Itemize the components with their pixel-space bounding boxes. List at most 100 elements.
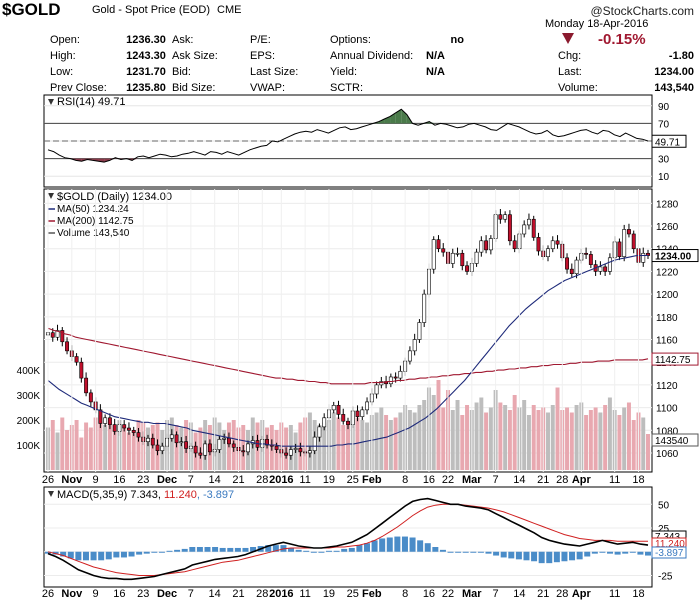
- macd-histogram-bar: [333, 550, 340, 552]
- quote-date: Monday 18-Apr-2016: [545, 18, 649, 30]
- candle-body: [174, 434, 179, 444]
- volume-bar: [565, 407, 570, 470]
- macd-histogram-bar: [67, 551, 74, 559]
- candle-body: [160, 445, 165, 452]
- volume-bar: [522, 400, 527, 470]
- macd-histogram-bar: [75, 551, 82, 561]
- x-tick-label: Nov: [61, 474, 83, 486]
- x-tick-label-bottom: 7: [188, 588, 194, 600]
- candle-body: [474, 251, 479, 264]
- volume-bar: [136, 420, 141, 470]
- yield-label: Yield:: [330, 66, 358, 78]
- macd-histogram-bar: [212, 547, 219, 552]
- candle-body: [641, 252, 646, 263]
- macd-histogram-bar: [158, 551, 165, 553]
- x-tick-label-bottom: Nov: [61, 588, 83, 600]
- volume-bar: [384, 415, 389, 470]
- ma200-value-box: [651, 352, 699, 366]
- volume-bar: [622, 407, 627, 470]
- candle-body: [112, 424, 117, 432]
- open-label: Open:: [50, 34, 80, 46]
- symbol-description: Gold - Spot Price (EOD) CME: [92, 4, 242, 16]
- volume-bar: [122, 427, 127, 470]
- candle-body: [231, 443, 236, 448]
- low-label: Low:: [50, 66, 74, 78]
- volume-bar: [74, 420, 79, 470]
- x-tick-label: 23: [137, 474, 149, 486]
- volume-bar: [484, 412, 489, 470]
- x-tick-label: 14: [513, 474, 525, 486]
- macd-histogram-bar: [515, 551, 522, 560]
- macd-histogram-bar: [174, 549, 181, 552]
- volume-tick-label: 400K: [17, 366, 41, 377]
- rsi-tick-label: 70: [658, 119, 670, 130]
- macd-histogram-bar: [447, 551, 454, 553]
- price-tick-label: 1220: [656, 267, 679, 278]
- yield-value: N/A: [426, 66, 445, 78]
- macd-histogram-bar: [98, 551, 105, 561]
- x-tick-label: 26: [42, 474, 54, 486]
- x-tick-label-bottom: 7: [493, 588, 499, 600]
- x-tick-label-bottom: 25: [347, 588, 359, 600]
- low-value: 1231.70: [126, 66, 166, 78]
- macd-histogram-bar: [553, 551, 560, 563]
- rsi-collapse-icon: [48, 99, 54, 105]
- candle-body: [631, 233, 636, 250]
- volume-tick-label: 200K: [17, 416, 41, 427]
- volume-bar: [607, 397, 612, 470]
- price-tick-label: 1160: [656, 336, 678, 347]
- quote-col-1: Open: 1236.30 High: 1243.30 Low: 1231.70 Pr…: [48, 32, 168, 96]
- candle-body: [569, 268, 574, 274]
- macd-histogram-bar: [622, 551, 629, 554]
- exchange-text: CME: [217, 4, 242, 16]
- x-tick-label-bottom: 16: [423, 588, 435, 600]
- candle-body: [241, 450, 246, 453]
- macd-histogram-bar: [189, 547, 196, 552]
- down-arrow-icon: [562, 33, 574, 44]
- volume-bar: [398, 412, 403, 470]
- options-label: Options:: [330, 34, 371, 46]
- macd-label-part: MACD(5,35,9) 7.343,: [57, 489, 164, 501]
- macd-histogram-bar: [561, 551, 568, 562]
- candle-body: [341, 414, 346, 422]
- macd-histogram-bar: [82, 551, 89, 561]
- volume-label: Volume:: [558, 82, 598, 94]
- last-label: Last:: [558, 66, 582, 78]
- candle-body: [455, 252, 460, 255]
- macd-histogram-bar: [401, 536, 408, 552]
- high-value: 1243.30: [126, 50, 166, 62]
- macd-current-value: -3.897: [655, 548, 684, 559]
- macd-histogram-bar: [455, 551, 462, 553]
- macd-histogram-bar: [576, 551, 583, 560]
- candle-body: [565, 257, 570, 270]
- x-tick-label: 28: [256, 474, 268, 486]
- macd-histogram-bar: [645, 551, 651, 556]
- candle-body: [50, 332, 55, 338]
- ma200-line: [47, 327, 649, 385]
- x-tick-label-bottom: 11: [299, 588, 310, 600]
- candle-body: [198, 452, 203, 456]
- macd-histogram-bar: [90, 551, 97, 561]
- last-size-value: [300, 64, 304, 80]
- volume-bar: [631, 420, 636, 470]
- volume-bar: [536, 410, 541, 470]
- volume-bar: [574, 405, 579, 470]
- rsi-current-box: [651, 134, 687, 148]
- macd-histogram-bar: [136, 551, 143, 555]
- price-tick-label: 1080: [656, 426, 679, 437]
- candle-body: [265, 439, 270, 446]
- volume-bar: [179, 427, 184, 470]
- volume-bar: [455, 400, 460, 470]
- macd-histogram-bar: [318, 551, 325, 553]
- x-tick-label: Feb: [362, 474, 382, 486]
- volume-bar: [365, 422, 370, 470]
- volume-bar: [593, 407, 598, 470]
- candle-body: [312, 436, 317, 452]
- rsi-current-value: 49.71: [655, 137, 680, 148]
- x-tick-label-bottom: 14: [209, 588, 221, 600]
- candle-body: [450, 252, 455, 264]
- candle-body: [550, 240, 555, 250]
- volume-bar: [222, 430, 227, 470]
- candle-body: [546, 248, 550, 257]
